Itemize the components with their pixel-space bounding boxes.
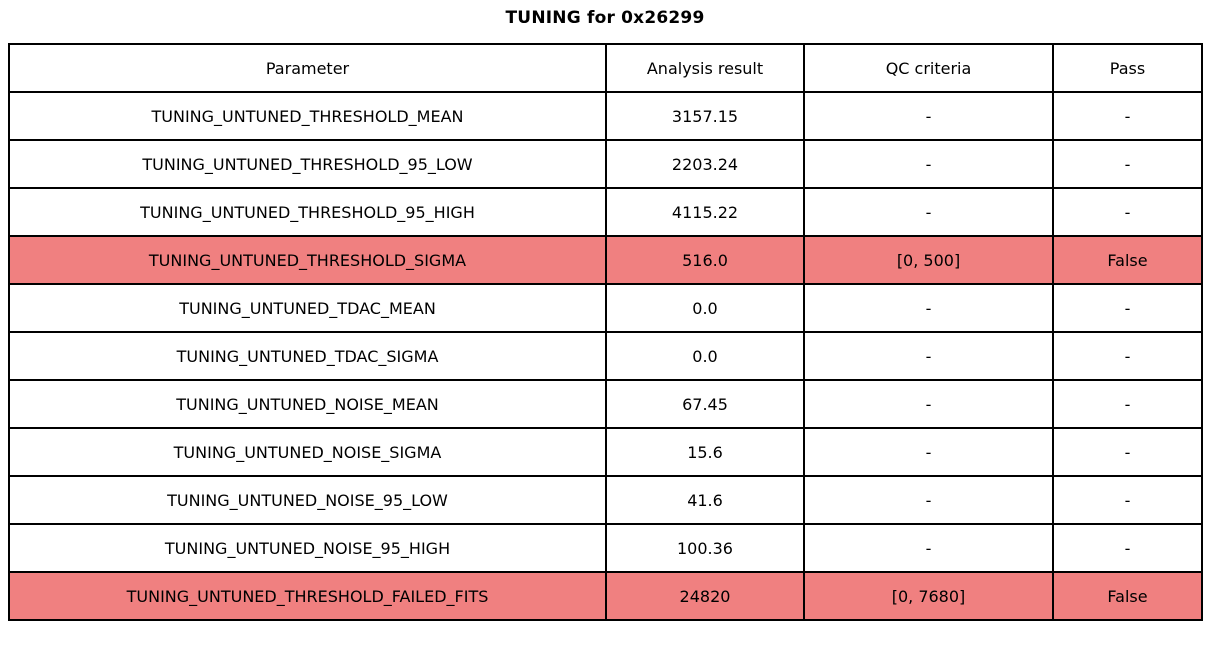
pass-cell: - <box>1052 187 1203 237</box>
column-header-parameter: Parameter <box>8 43 607 93</box>
table-row: TUNING_UNTUNED_THRESHOLD_SIGMA 516.0 [0,… <box>8 235 1203 285</box>
analysis-result-cell: 2203.24 <box>605 139 805 189</box>
pass-cell: - <box>1052 523 1203 573</box>
qc-criteria-cell: - <box>803 427 1054 477</box>
pass-cell: - <box>1052 91 1203 141</box>
parameter-cell: TUNING_UNTUNED_THRESHOLD_95_HIGH <box>8 187 607 237</box>
analysis-result-cell: 67.45 <box>605 379 805 429</box>
table-row: TUNING_UNTUNED_NOISE_95_LOW 41.6 - - <box>8 475 1203 525</box>
parameter-cell: TUNING_UNTUNED_NOISE_MEAN <box>8 379 607 429</box>
table-row: TUNING_UNTUNED_NOISE_SIGMA 15.6 - - <box>8 427 1203 477</box>
table-row: TUNING_UNTUNED_NOISE_95_HIGH 100.36 - - <box>8 523 1203 573</box>
analysis-result-cell: 24820 <box>605 571 805 621</box>
pass-cell: - <box>1052 331 1203 381</box>
qc-criteria-cell: - <box>803 187 1054 237</box>
analysis-result-cell: 100.36 <box>605 523 805 573</box>
column-header-analysis-result: Analysis result <box>605 43 805 93</box>
column-header-qc-criteria: QC criteria <box>803 43 1054 93</box>
qc-results-table: Parameter Analysis result QC criteria Pa… <box>8 43 1203 621</box>
qc-criteria-cell: - <box>803 283 1054 333</box>
parameter-cell: TUNING_UNTUNED_NOISE_95_LOW <box>8 475 607 525</box>
qc-criteria-cell: [0, 500] <box>803 235 1054 285</box>
pass-cell: False <box>1052 571 1203 621</box>
pass-cell: - <box>1052 475 1203 525</box>
qc-criteria-cell: - <box>803 139 1054 189</box>
pass-cell: - <box>1052 379 1203 429</box>
analysis-result-cell: 15.6 <box>605 427 805 477</box>
qc-criteria-cell: - <box>803 523 1054 573</box>
analysis-result-cell: 516.0 <box>605 235 805 285</box>
analysis-result-cell: 3157.15 <box>605 91 805 141</box>
table-row: TUNING_UNTUNED_THRESHOLD_95_HIGH 4115.22… <box>8 187 1203 237</box>
table-row: TUNING_UNTUNED_TDAC_SIGMA 0.0 - - <box>8 331 1203 381</box>
analysis-result-cell: 41.6 <box>605 475 805 525</box>
parameter-cell: TUNING_UNTUNED_NOISE_95_HIGH <box>8 523 607 573</box>
table-row: TUNING_UNTUNED_THRESHOLD_FAILED_FITS 248… <box>8 571 1203 621</box>
header-row: Parameter Analysis result QC criteria Pa… <box>8 43 1203 93</box>
parameter-cell: TUNING_UNTUNED_NOISE_SIGMA <box>8 427 607 477</box>
table-header: Parameter Analysis result QC criteria Pa… <box>8 43 1203 93</box>
parameter-cell: TUNING_UNTUNED_THRESHOLD_SIGMA <box>8 235 607 285</box>
column-header-pass: Pass <box>1052 43 1203 93</box>
table-body: TUNING_UNTUNED_THRESHOLD_MEAN 3157.15 - … <box>8 91 1203 621</box>
analysis-result-cell: 4115.22 <box>605 187 805 237</box>
pass-cell: - <box>1052 139 1203 189</box>
pass-cell: - <box>1052 283 1203 333</box>
parameter-cell: TUNING_UNTUNED_TDAC_MEAN <box>8 283 607 333</box>
analysis-result-cell: 0.0 <box>605 283 805 333</box>
qc-criteria-cell: - <box>803 331 1054 381</box>
analysis-result-cell: 0.0 <box>605 331 805 381</box>
qc-criteria-cell: [0, 7680] <box>803 571 1054 621</box>
pass-cell: False <box>1052 235 1203 285</box>
parameter-cell: TUNING_UNTUNED_TDAC_SIGMA <box>8 331 607 381</box>
table-row: TUNING_UNTUNED_THRESHOLD_95_LOW 2203.24 … <box>8 139 1203 189</box>
table-row: TUNING_UNTUNED_NOISE_MEAN 67.45 - - <box>8 379 1203 429</box>
table-row: TUNING_UNTUNED_THRESHOLD_MEAN 3157.15 - … <box>8 91 1203 141</box>
table-row: TUNING_UNTUNED_TDAC_MEAN 0.0 - - <box>8 283 1203 333</box>
parameter-cell: TUNING_UNTUNED_THRESHOLD_95_LOW <box>8 139 607 189</box>
parameter-cell: TUNING_UNTUNED_THRESHOLD_FAILED_FITS <box>8 571 607 621</box>
page-title: TUNING for 0x26299 <box>505 8 705 28</box>
qc-criteria-cell: - <box>803 379 1054 429</box>
qc-criteria-cell: - <box>803 91 1054 141</box>
pass-cell: - <box>1052 427 1203 477</box>
qc-criteria-cell: - <box>803 475 1054 525</box>
parameter-cell: TUNING_UNTUNED_THRESHOLD_MEAN <box>8 91 607 141</box>
